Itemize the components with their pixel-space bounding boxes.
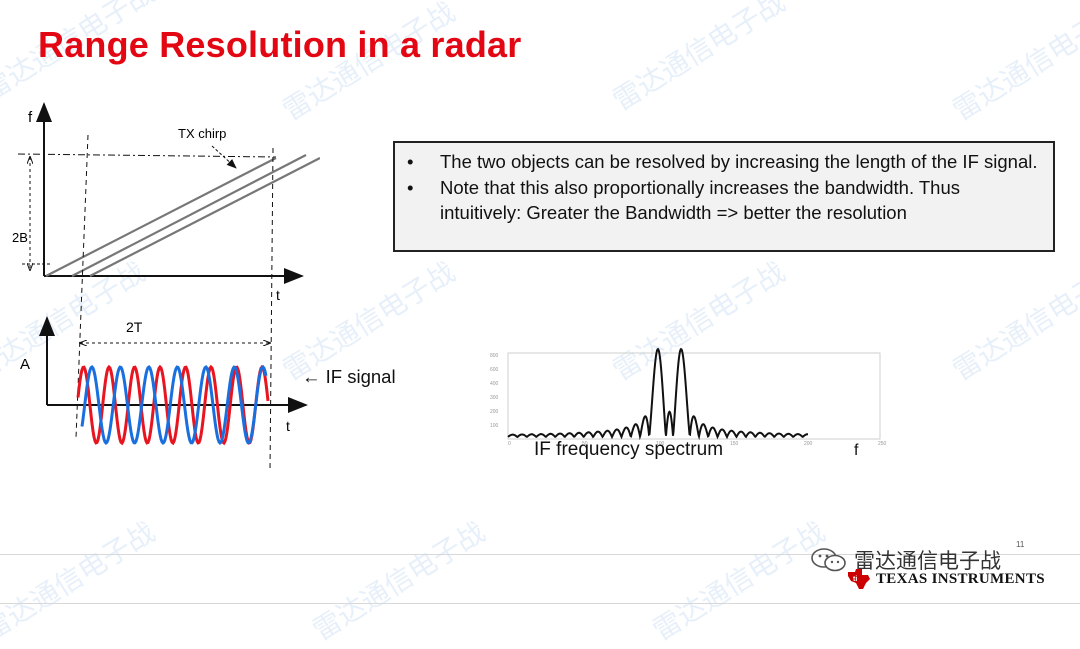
watermark: 雷达通信电子战 — [946, 255, 1080, 388]
chirp-and-if-diagram: f t 2B TX chirp A t 2T — [12, 102, 320, 471]
spectrum-y-tick: 100 — [490, 423, 499, 429]
spectrum-caption: IF frequency spectrum — [534, 439, 723, 460]
svg-text:ti: ti — [853, 576, 857, 583]
tx-chirp-line — [45, 157, 277, 277]
spectrum-y-tick: 600 — [490, 367, 499, 373]
watermark: 雷达通信电子战 — [606, 0, 791, 118]
if-spectrum-plot: 800 600 400 300 200 100 0 50 100 150 200 250 IF fr… — [490, 347, 887, 460]
spectrum-y-tick: 200 — [490, 409, 499, 415]
bullet-item: Note that this also proportionally incre… — [405, 175, 1043, 226]
spectrum-frame — [507, 352, 881, 440]
explanation-box: The two objects can be resolved by incre… — [393, 141, 1055, 252]
wechat-icon — [811, 548, 846, 572]
ti-state-icon: ti — [848, 569, 870, 589]
f-axis-label: f — [28, 109, 33, 126]
spectrum-curve — [507, 347, 808, 441]
wechat-badge: 雷达通信电子战 — [810, 545, 1001, 575]
spectrum-y-tick: 400 — [490, 381, 499, 387]
spectrum-x-tick: 100 — [656, 441, 665, 447]
a-axis-label: A — [20, 356, 30, 373]
spectrum-y-tick: 800 — [490, 353, 499, 359]
max-frequency-line — [17, 153, 277, 158]
page-number: 11 — [1016, 540, 1025, 549]
spectrum-x-tick: 50 — [582, 441, 588, 447]
spectrum-y-tick: 300 — [490, 395, 499, 401]
if-signal-wave-blue — [80, 364, 268, 446]
if-signal-label: ← IF signal — [302, 366, 396, 387]
watermark: 雷达通信电子战 — [946, 0, 1080, 128]
wechat-account-name: 雷达通信电子战 — [854, 549, 1001, 573]
spectrum-f-label: f — [854, 442, 859, 459]
spectrum-x-tick: 0 — [508, 441, 511, 447]
slide-title: Range Resolution in a radar — [38, 24, 522, 65]
ti-logo: ti TEXAS INSTRUMENTS — [846, 568, 1045, 590]
rx-chirp-line — [89, 157, 320, 277]
duration-label: 2T — [126, 319, 143, 335]
if-t-axis-label: t — [286, 418, 290, 434]
rx-chirp-line — [71, 154, 307, 277]
footer-bar — [0, 554, 1080, 604]
company-name: TEXAS INSTRUMENTS — [876, 570, 1045, 587]
tx-chirp-label: TX chirp — [178, 126, 226, 141]
t-axis-label: t — [276, 287, 280, 303]
bullet-item: The two objects can be resolved by incre… — [405, 149, 1043, 175]
spectrum-x-tick: 250 — [878, 441, 887, 447]
spectrum-x-tick: 200 — [804, 441, 813, 447]
spectrum-x-tick: 150 — [730, 441, 739, 447]
bandwidth-label: 2B — [12, 230, 28, 245]
